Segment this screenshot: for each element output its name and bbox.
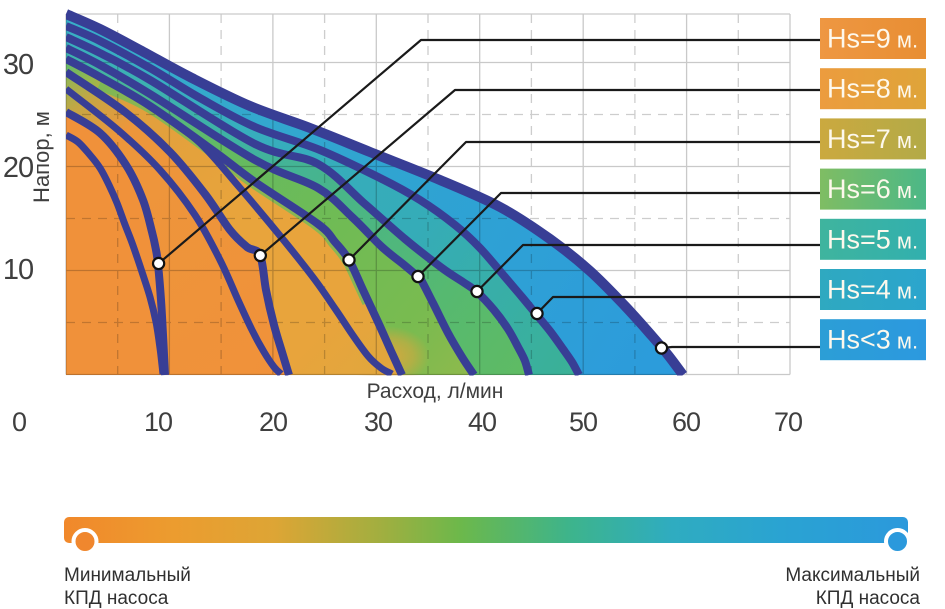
svg-text:Расход, л/мин: Расход, л/мин: [367, 380, 504, 403]
svg-text:Hs=4 м.: Hs=4 м.: [827, 275, 918, 305]
svg-text:КПД насоса: КПД насоса: [816, 588, 921, 609]
svg-text:Минимальный: Минимальный: [64, 565, 191, 586]
svg-text:Hs=7 м.: Hs=7 м.: [827, 124, 918, 154]
svg-text:20: 20: [3, 152, 33, 184]
svg-text:10: 10: [144, 407, 172, 437]
svg-text:30: 30: [3, 49, 33, 81]
svg-text:70: 70: [774, 407, 802, 437]
svg-text:10: 10: [3, 254, 33, 286]
svg-text:0: 0: [12, 407, 26, 437]
svg-text:30: 30: [364, 407, 392, 437]
svg-text:20: 20: [259, 407, 287, 437]
svg-text:40: 40: [468, 407, 496, 437]
svg-text:60: 60: [672, 407, 700, 437]
svg-text:Напор, м: Напор, м: [29, 111, 54, 203]
svg-text:Hs=8 м.: Hs=8 м.: [827, 74, 918, 104]
svg-text:Hs=9 м.: Hs=9 м.: [827, 24, 918, 54]
svg-text:Hs=5 м.: Hs=5 м.: [827, 224, 918, 254]
svg-text:Максимальный: Максимальный: [785, 565, 920, 586]
svg-text:Hs=6 м.: Hs=6 м.: [827, 174, 918, 204]
svg-text:КПД насоса: КПД насоса: [64, 588, 169, 609]
svg-text:50: 50: [569, 407, 597, 437]
svg-text:Hs<3 м.: Hs<3 м.: [827, 325, 918, 355]
